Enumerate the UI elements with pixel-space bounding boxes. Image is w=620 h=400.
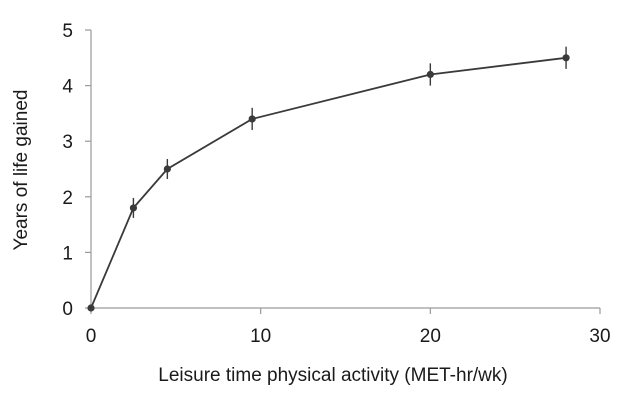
data-point xyxy=(129,204,138,212)
y-ticks: 0 1 2 3 4 5 xyxy=(62,21,91,320)
x-ticks: 0 10 20 30 xyxy=(86,308,611,347)
data-point xyxy=(87,304,95,312)
data-point xyxy=(248,115,256,123)
y-tick-label: 4 xyxy=(62,77,73,98)
data-point xyxy=(562,54,570,62)
axes xyxy=(90,30,600,309)
series-group xyxy=(87,46,570,312)
x-tick-label: 20 xyxy=(420,326,441,347)
data-point xyxy=(426,70,434,79)
series-line xyxy=(90,56,567,309)
y-axis-title: Years of life gained xyxy=(11,90,32,251)
y-tick-label: 5 xyxy=(62,21,73,42)
x-tick-label: 10 xyxy=(250,326,271,347)
y-tick-label: 0 xyxy=(62,299,73,320)
y-tick-label: 2 xyxy=(62,188,73,209)
x-tick-label: 30 xyxy=(589,326,610,347)
y-tick-label: 1 xyxy=(62,243,73,264)
x-tick-label: 0 xyxy=(86,326,97,347)
x-axis-title: Leisure time physical activity (MET-hr/w… xyxy=(158,365,507,386)
y-tick-label: 3 xyxy=(62,132,73,153)
data-point xyxy=(163,165,171,173)
